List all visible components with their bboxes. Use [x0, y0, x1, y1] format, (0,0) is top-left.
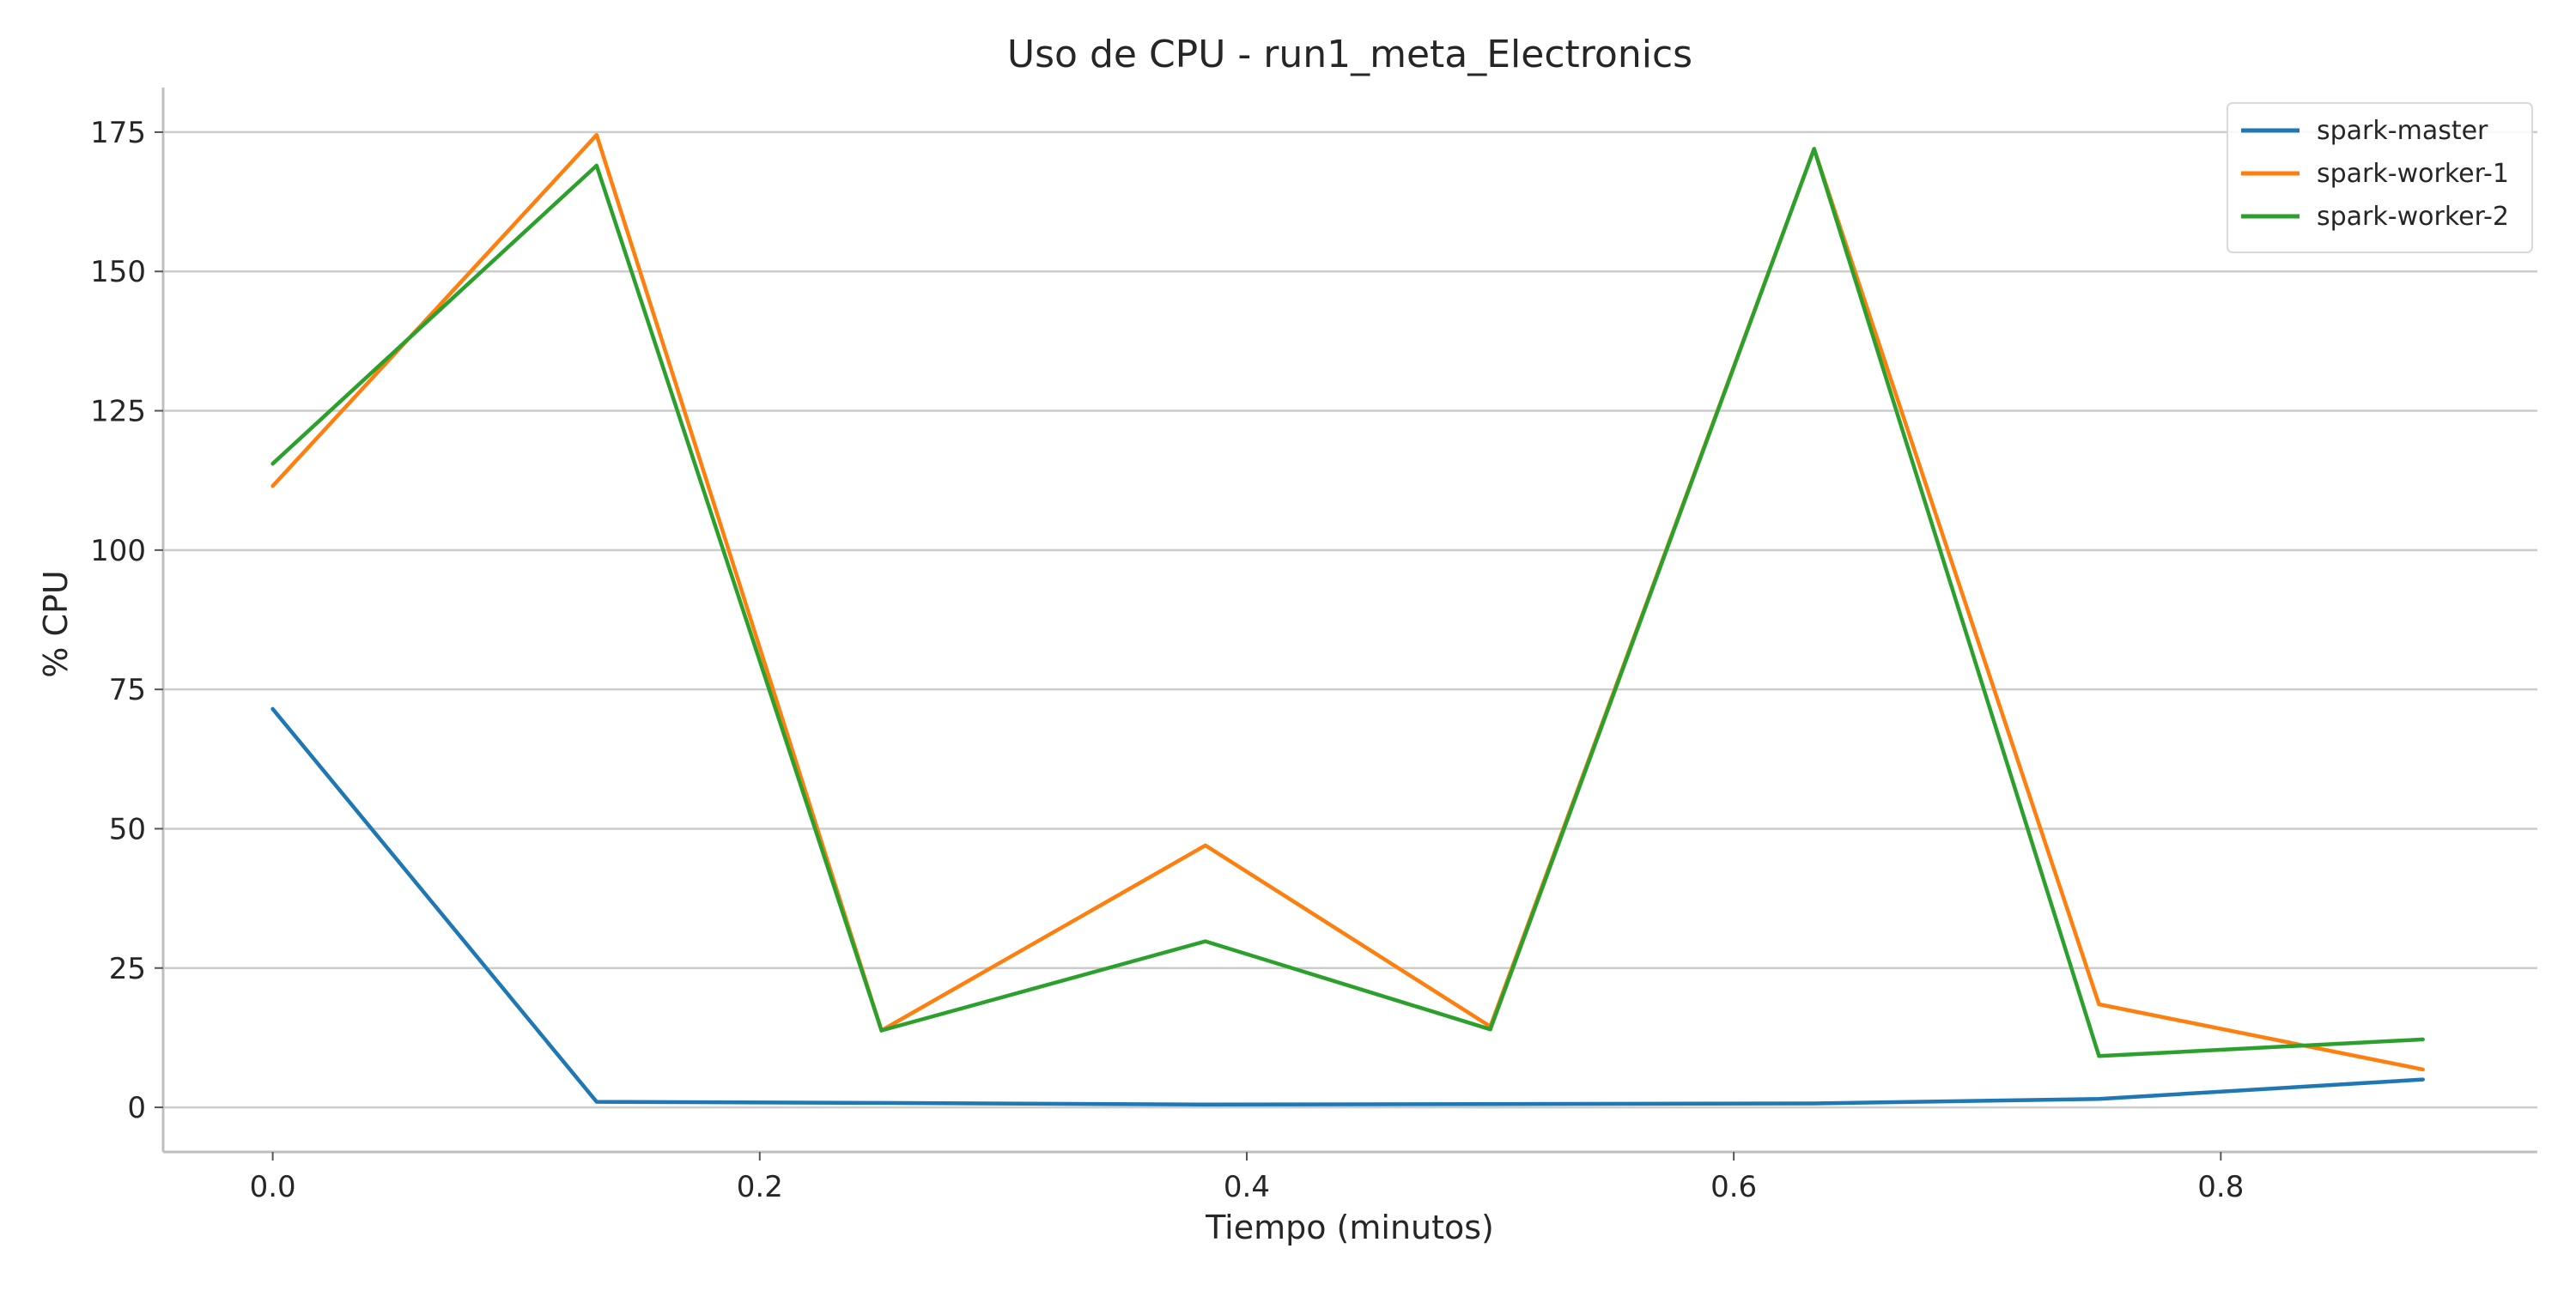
y-tick-label: 50 — [109, 812, 146, 846]
x-tick-label: 0.6 — [1710, 1170, 1757, 1204]
y-tick-label: 0 — [127, 1091, 146, 1125]
y-axis-label: % CPU — [37, 570, 75, 677]
legend-label: spark-worker-2 — [2317, 202, 2509, 232]
chart-title: Uso de CPU - run1_meta_Electronics — [1007, 33, 1692, 76]
legend-label: spark-master — [2317, 116, 2488, 146]
series-line-spark-worker-2 — [270, 147, 2425, 1058]
y-tick-label: 150 — [90, 255, 146, 289]
y-tick-label: 75 — [109, 673, 146, 707]
ticks-layer: 0 25 50 75 100 125 150 175 0.0 0.2 0.4 0.6 0.8 — [90, 116, 2244, 1204]
legend-box — [2227, 102, 2533, 253]
y-tick-label: 175 — [90, 116, 146, 150]
y-tick-label: 100 — [90, 534, 146, 568]
grid-layer — [163, 130, 2537, 1109]
x-tick-label: 0.0 — [250, 1170, 296, 1204]
axes-layer — [161, 88, 2537, 1154]
legend-label: spark-worker-1 — [2317, 159, 2509, 189]
x-tick-label: 0.2 — [737, 1170, 783, 1204]
series-layer — [270, 132, 2425, 1107]
x-axis-label: Tiempo (minutos) — [1205, 1209, 1494, 1246]
series-line-spark-worker-1 — [270, 132, 2425, 1072]
x-tick-label: 0.8 — [2197, 1170, 2244, 1204]
y-tick-label: 125 — [90, 395, 146, 429]
y-tick-label: 25 — [109, 952, 146, 986]
x-tick-label: 0.4 — [1224, 1170, 1270, 1204]
series-line-spark-master — [270, 706, 2425, 1107]
legend: spark-master spark-worker-1 spark-worker-2 — [2227, 102, 2533, 253]
